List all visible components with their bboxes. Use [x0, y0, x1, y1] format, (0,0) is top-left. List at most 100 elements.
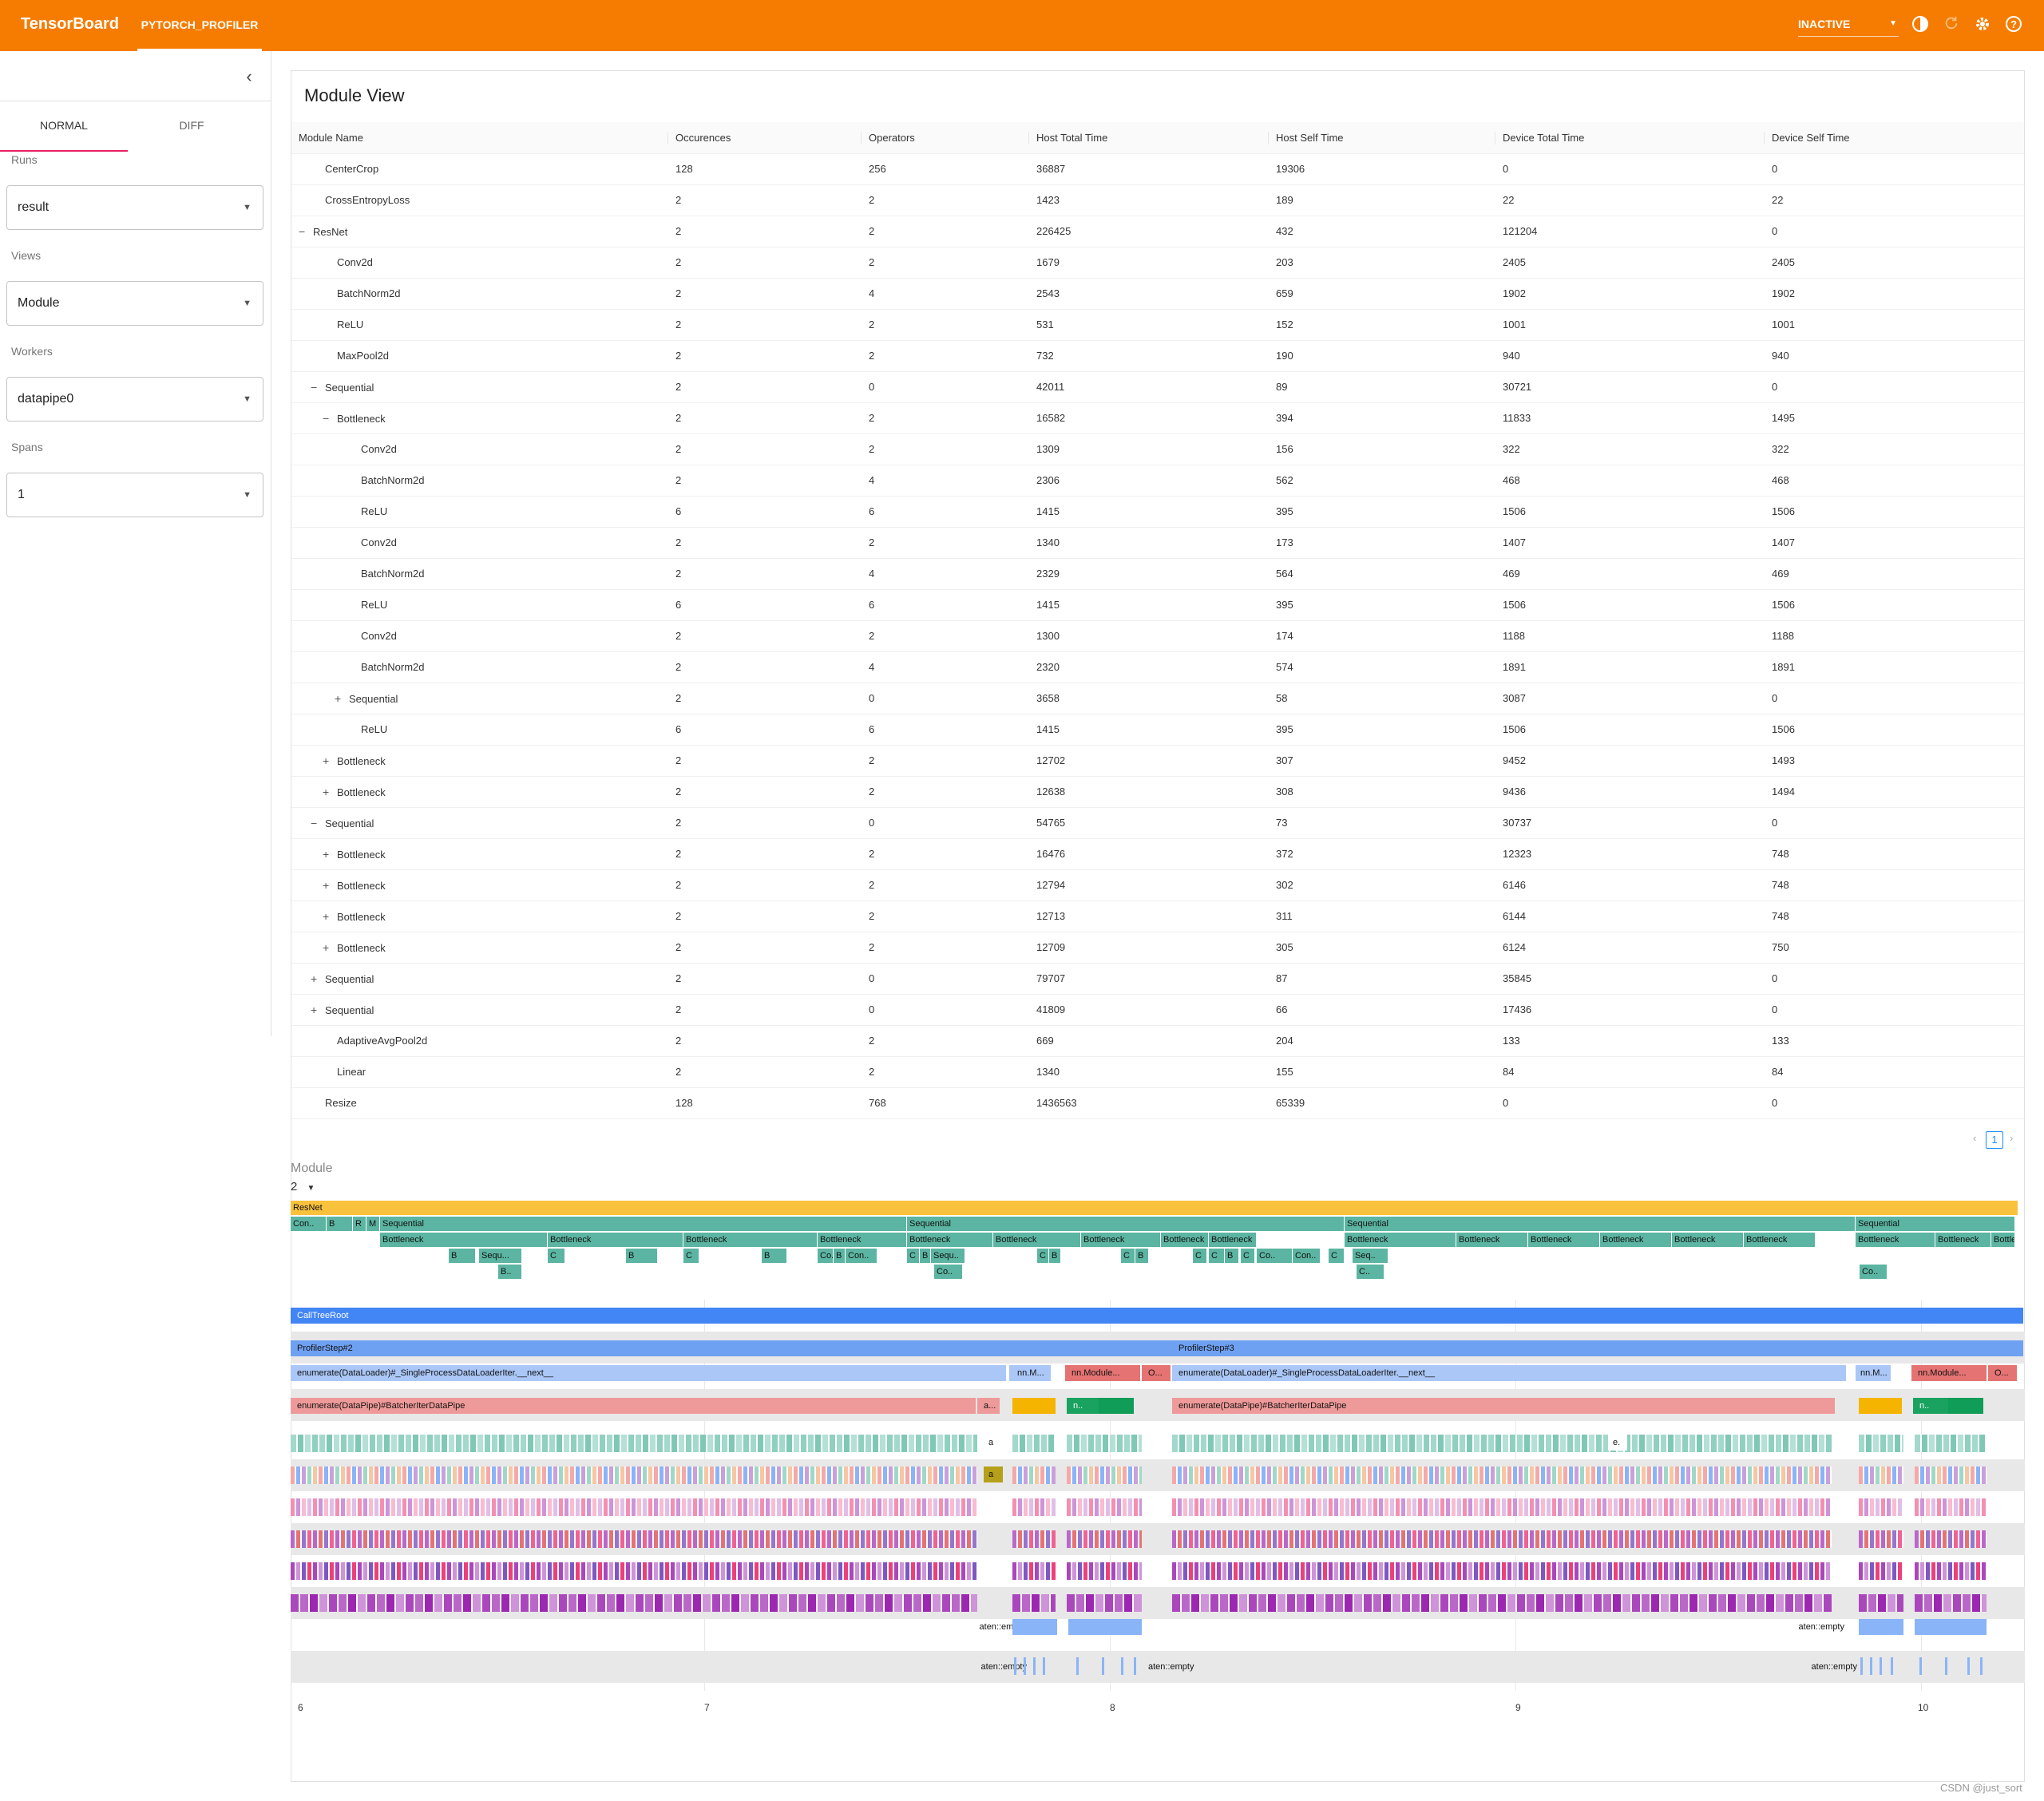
timeline-module-bar[interactable]: B	[920, 1249, 931, 1263]
expand-icon[interactable]: +	[323, 847, 330, 861]
trace-aten-tick[interactable]	[1102, 1657, 1104, 1675]
runs-select[interactable]: result ▼	[6, 185, 263, 230]
chevron-left-icon[interactable]: ‹	[246, 66, 252, 86]
trace-op-stripes[interactable]	[1859, 1594, 1903, 1612]
timeline-module-bar[interactable]: Bottleneck	[1991, 1233, 2015, 1247]
table-row[interactable]: Conv2d 2 2 1340 173 1407 1407	[291, 527, 2024, 559]
trace-op-stripes[interactable]	[291, 1498, 977, 1516]
trace-block[interactable]	[1859, 1398, 1902, 1414]
trace-op-stripes[interactable]	[1915, 1594, 1987, 1612]
trace-op-stripes[interactable]	[1067, 1498, 1142, 1516]
table-row[interactable]: Conv2d 2 2 1679 203 2405 2405	[291, 247, 2024, 279]
timeline-resnet-bar[interactable]: ResNet	[291, 1201, 2018, 1215]
timeline-module-bar[interactable]: Bottleneck	[1161, 1233, 1209, 1247]
tab-pytorch-profiler[interactable]: PYTORCH_PROFILER	[137, 0, 262, 51]
expand-icon[interactable]: +	[311, 1003, 318, 1016]
trace-n-short[interactable]: n..	[1067, 1398, 1099, 1414]
trace-op-label[interactable]: a	[984, 1435, 1003, 1451]
trace-aten-tick[interactable]	[1919, 1657, 1922, 1675]
trace-aten-tick[interactable]	[1024, 1657, 1026, 1675]
table-row[interactable]: + Sequential 2 0 41809 66 17436 0	[291, 994, 2024, 1026]
trace-op-stripes[interactable]	[1915, 1562, 1987, 1580]
trace-op-stripes[interactable]	[1172, 1594, 1832, 1612]
expand-icon[interactable]: +	[323, 754, 330, 767]
table-row[interactable]: CrossEntropyLoss 2 2 1423 189 22 22	[291, 184, 2024, 216]
table-row[interactable]: + Sequential 2 0 3658 58 3087 0	[291, 683, 2024, 714]
theme-toggle-icon[interactable]	[1909, 14, 1931, 37]
trace-nn-module-short[interactable]: nn.M...	[1009, 1365, 1051, 1381]
timeline-module-bar[interactable]: Bottleneck	[1456, 1233, 1528, 1247]
column-header[interactable]: Device Total Time	[1495, 122, 1765, 154]
trace-aten-tick[interactable]	[1860, 1657, 1863, 1675]
timeline-module-bar[interactable]: Bottleneck	[1209, 1233, 1257, 1247]
timeline-module-bar[interactable]: C	[1209, 1249, 1225, 1263]
trace-op-stripes[interactable]	[1859, 1530, 1903, 1548]
timeline-module-bar[interactable]: Sequ...	[479, 1249, 522, 1263]
timeline-module-bar[interactable]: Bottleneck	[683, 1233, 818, 1247]
trace-op-stripes[interactable]	[1012, 1435, 1056, 1452]
collapse-icon[interactable]: −	[311, 380, 318, 394]
timeline-module-bar[interactable]: Bottleneck	[1345, 1233, 1456, 1247]
timeline-module-bar[interactable]: Bottleneck	[1856, 1233, 1935, 1247]
trace-op-stripes[interactable]	[1012, 1594, 1056, 1612]
trace-dataloader-next[interactable]: enumerate(DataLoader)#_SingleProcessData…	[1172, 1365, 1846, 1381]
timeline-module-bar[interactable]: Sequential	[907, 1217, 1345, 1231]
timeline-module-bar[interactable]: Bottleneck	[380, 1233, 548, 1247]
trace-aten-tick[interactable]	[1014, 1657, 1016, 1675]
collapse-icon[interactable]: −	[311, 816, 318, 829]
trace-aten-tick[interactable]	[1880, 1657, 1882, 1675]
trace-op-stripes[interactable]	[1012, 1562, 1056, 1580]
table-row[interactable]: ReLU 2 2 531 152 1001 1001	[291, 309, 2024, 341]
table-row[interactable]: + Bottleneck 2 2 12713 311 6144 748	[291, 900, 2024, 932]
timeline-module-bar[interactable]: C	[1193, 1249, 1207, 1263]
timeline-module-bar[interactable]: Sequential	[1345, 1217, 1856, 1231]
trace-aten-tick[interactable]	[1121, 1657, 1123, 1675]
timeline-module-bar[interactable]: B	[1049, 1249, 1061, 1263]
tab-normal[interactable]: NORMAL	[0, 113, 128, 152]
table-row[interactable]: AdaptiveAvgPool2d 2 2 669 204 133 133	[291, 1025, 2024, 1057]
column-header[interactable]: Device Self Time	[1765, 122, 2024, 154]
timeline-module-bar[interactable]: C	[1241, 1249, 1255, 1263]
timeline-module-bar[interactable]: C	[907, 1249, 920, 1263]
trace-op-stripes[interactable]	[1859, 1562, 1903, 1580]
tab-diff[interactable]: DIFF	[179, 119, 204, 132]
table-row[interactable]: − Bottleneck 2 2 16582 394 11833 1495	[291, 402, 2024, 434]
expand-icon[interactable]: +	[323, 878, 330, 892]
trace-op-stripes[interactable]	[1067, 1467, 1142, 1484]
timeline-module-bar[interactable]: C	[548, 1249, 565, 1263]
table-row[interactable]: ReLU 6 6 1415 395 1506 1506	[291, 714, 2024, 746]
spans-select[interactable]: 1 ▼	[6, 473, 263, 517]
trace-op-stripes[interactable]	[1067, 1530, 1142, 1548]
timeline-module-bar[interactable]: C	[1037, 1249, 1049, 1263]
inactive-plugins-select[interactable]: INACTIVE ▼	[1798, 14, 1899, 37]
trace-op-stripes[interactable]	[291, 1594, 977, 1612]
page-button[interactable]: 1	[1986, 1131, 2003, 1149]
table-row[interactable]: ReLU 6 6 1415 395 1506 1506	[291, 496, 2024, 528]
trace-a-short[interactable]: a...	[977, 1398, 1000, 1414]
timeline-module-bar[interactable]: Con..	[846, 1249, 877, 1263]
trace-op-stripes[interactable]	[1859, 1435, 1903, 1452]
trace-step-3[interactable]: ProfilerStep#3	[1172, 1340, 2023, 1356]
trace-op-stripes[interactable]	[291, 1467, 977, 1484]
timeline-module-bar[interactable]: B	[834, 1249, 846, 1263]
table-row[interactable]: Conv2d 2 2 1309 156 322 322	[291, 433, 2024, 465]
column-header[interactable]: Operators	[862, 122, 1029, 154]
timeline-module-bar[interactable]: Co..	[818, 1249, 834, 1263]
timeline-module-bar[interactable]: C	[1121, 1249, 1135, 1263]
timeline-module-bar[interactable]: Sequential	[1856, 1217, 2015, 1231]
table-row[interactable]: CenterCrop 128 256 36887 19306 0 0	[291, 153, 2024, 185]
table-row[interactable]: BatchNorm2d 2 4 2329 564 469 469	[291, 558, 2024, 590]
timeline-module-bar[interactable]: Sequ..	[931, 1249, 965, 1263]
trace-aten-tick[interactable]	[1945, 1657, 1947, 1675]
collapse-icon[interactable]: −	[323, 411, 330, 425]
trace-nn-module-short[interactable]: nn.M...	[1856, 1365, 1891, 1381]
trace-op-stripes[interactable]	[1012, 1530, 1056, 1548]
trace-dataloader-next[interactable]: enumerate(DataLoader)#_SingleProcessData…	[291, 1365, 1006, 1381]
timeline-module-bar[interactable]: C..	[1357, 1265, 1384, 1279]
trace-n-short[interactable]: n..	[1913, 1398, 1948, 1414]
expand-icon[interactable]: +	[335, 691, 342, 705]
table-row[interactable]: MaxPool2d 2 2 732 190 940 940	[291, 340, 2024, 372]
trace-op-stripes[interactable]	[1859, 1498, 1903, 1516]
trace-datapipe[interactable]: enumerate(DataPipe)#BatcherIterDataPipe	[291, 1398, 976, 1414]
expand-icon[interactable]: +	[323, 909, 330, 923]
